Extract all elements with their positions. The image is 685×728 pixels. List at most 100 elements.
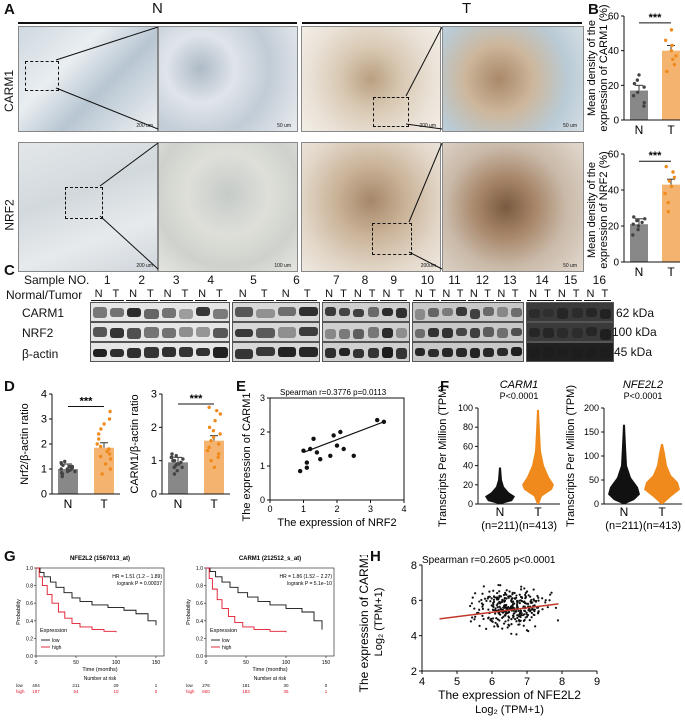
band	[542, 347, 555, 359]
panel-label-g: G	[4, 548, 16, 565]
data-point	[518, 602, 521, 605]
zoom-box	[25, 61, 59, 91]
y-tick-label: 20	[608, 222, 620, 233]
data-point	[474, 592, 477, 595]
data-point	[482, 585, 485, 588]
lane-label-n: N	[163, 288, 172, 300]
sample-size-N: (n=211)	[481, 520, 518, 532]
data-point-N	[59, 471, 64, 475]
band	[161, 308, 176, 319]
micrograph-carm1-n-high: 50 um	[158, 26, 298, 132]
data-point	[338, 429, 343, 435]
data-point-N	[65, 467, 70, 471]
sample-underline	[351, 300, 379, 301]
y-axis-label: Mean density of theexpression of NRF2 (%…	[586, 151, 610, 268]
data-point-N	[635, 218, 639, 223]
data-point	[556, 619, 560, 622]
sample-size-T: (n=413)	[519, 520, 557, 532]
band	[299, 327, 318, 337]
data-point	[502, 622, 506, 625]
data-point	[375, 417, 380, 423]
band	[528, 308, 540, 319]
significance-label: ***	[80, 396, 94, 408]
data-point	[507, 615, 510, 618]
data-point-T	[670, 43, 674, 48]
data-point	[480, 598, 483, 602]
sample-underline	[160, 300, 193, 301]
band	[442, 328, 453, 339]
plot-frame	[205, 567, 335, 657]
data-point	[334, 443, 340, 448]
risk-table-title: Number at risk	[254, 676, 287, 682]
risk-table-title: Number at risk	[84, 676, 117, 682]
data-point	[534, 599, 538, 603]
data-point	[478, 608, 481, 611]
data-point	[501, 599, 504, 602]
bar-N	[630, 224, 648, 262]
data-point	[473, 618, 476, 621]
chart-title: Spearman r=0.3776 p=0.0113	[280, 388, 387, 397]
y-axis-label: Probability	[186, 599, 192, 625]
lane-label-n: N	[94, 288, 103, 300]
band	[213, 347, 228, 358]
x-tick-label-T: T	[658, 505, 666, 519]
group-t-bar	[302, 22, 582, 24]
data-point	[499, 607, 502, 610]
data-point	[497, 583, 500, 587]
band	[469, 328, 481, 339]
band	[455, 347, 467, 357]
band	[127, 307, 142, 317]
data-point	[530, 598, 533, 602]
x-tick-label: 2	[334, 504, 339, 514]
panel-label-h: H	[370, 548, 381, 565]
micrograph-carm1-t-high: 50 um	[442, 26, 584, 132]
band	[92, 348, 107, 358]
y-tick-label: 3	[151, 389, 157, 401]
y-axis-label: Mean density of theexpression of CARM1 (…	[586, 4, 610, 131]
band	[510, 347, 522, 357]
data-point	[510, 632, 513, 635]
data-point	[504, 620, 507, 623]
lane-label-n: N	[469, 288, 478, 300]
band	[299, 307, 318, 316]
data-point	[515, 603, 519, 606]
band	[256, 328, 275, 339]
scale-label: 200um	[420, 263, 436, 269]
logrank-p: logrank P = 5.1e−10	[287, 581, 332, 587]
data-point-T	[671, 170, 675, 174]
y-tick-label: 2	[151, 422, 157, 434]
risk-value: 181	[242, 683, 250, 688]
lane-label-n: N	[238, 288, 247, 300]
band	[414, 328, 426, 339]
band	[600, 347, 612, 358]
data-point-T	[669, 48, 674, 53]
data-point	[519, 588, 523, 591]
lane-label-t: T	[216, 288, 223, 300]
sample-number: 6	[293, 273, 300, 287]
risk-value: 1	[155, 683, 158, 688]
data-point-N	[631, 222, 635, 226]
data-point	[525, 590, 529, 593]
chart-title: CARM1 (212512_s_at)	[239, 556, 301, 562]
band	[109, 327, 124, 338]
data-point	[506, 626, 509, 629]
legend-label-low: low	[52, 638, 60, 644]
data-point-N	[642, 85, 646, 89]
sample-number: 4	[207, 273, 215, 287]
y-tick-label: 0	[594, 499, 599, 509]
data-point-T	[99, 427, 103, 431]
data-point-T	[100, 472, 104, 476]
risk-value: 29	[113, 683, 119, 688]
data-point	[485, 627, 488, 630]
sample-underline	[584, 300, 611, 301]
data-point	[513, 612, 516, 615]
risk-value: 1	[325, 689, 328, 694]
data-point	[494, 621, 497, 624]
lane-label-n: N	[198, 288, 207, 300]
lane-label-n: N	[325, 288, 334, 300]
data-point	[554, 606, 558, 609]
chart-title: NFE2L2	[623, 380, 663, 391]
fit-line	[439, 603, 559, 620]
x-tick-label: 1	[301, 504, 306, 514]
data-point	[502, 593, 506, 597]
